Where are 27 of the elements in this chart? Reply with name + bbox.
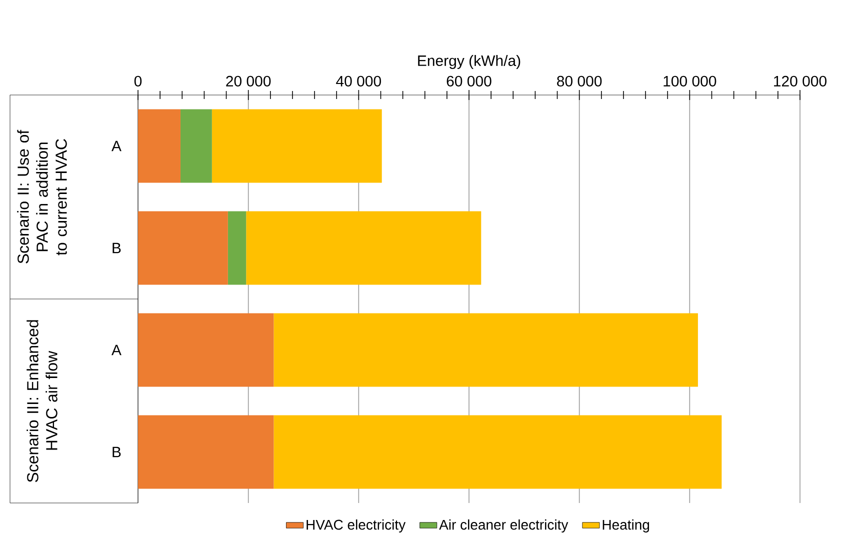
bar <box>274 415 722 489</box>
bar <box>138 313 274 387</box>
y-tick-label: A <box>112 140 122 152</box>
x-tick-label: 100 000 <box>664 76 716 86</box>
x-tick-label: 0 <box>134 76 142 86</box>
x-tick-label: 120 000 <box>774 76 826 86</box>
bar <box>138 211 228 285</box>
legend-label: Heating <box>602 519 650 532</box>
legend-label: Air cleaner electricity <box>439 519 568 532</box>
y-tick-label: B <box>112 446 121 458</box>
x-tick-label: 40 000 <box>336 76 381 86</box>
bar <box>274 313 698 387</box>
y-tick-label: A <box>112 344 122 356</box>
bar <box>138 109 180 183</box>
text: Scenario II: Use of PAC in addition to current HVAC <box>17 130 67 264</box>
x-tick-label: 20 000 <box>226 76 271 86</box>
x-axis-title: Energy (kWh/a) <box>418 55 520 69</box>
x-tick-label: 80 000 <box>557 76 602 86</box>
text: Scenario III: Enhanced HVAC air flow <box>26 320 58 482</box>
y-tick-label: B <box>112 242 121 254</box>
bar <box>246 211 482 285</box>
bar <box>180 109 212 183</box>
bar <box>228 211 246 285</box>
x-tick-label: 60 000 <box>446 76 492 86</box>
legend-label: HVAC electricity <box>306 519 406 532</box>
bar <box>138 415 274 489</box>
bar <box>212 109 382 183</box>
